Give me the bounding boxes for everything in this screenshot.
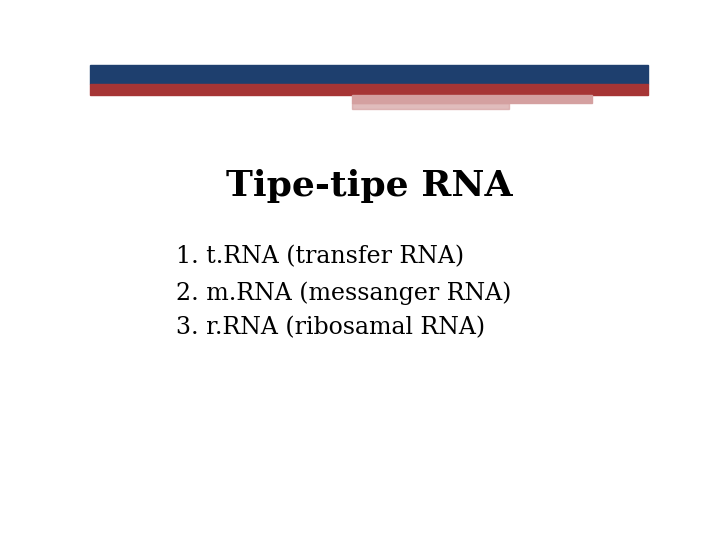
Text: Tipe-tipe RNA: Tipe-tipe RNA (225, 168, 513, 202)
Bar (352, 94, 592, 103)
Text: 1. t.RNA (transfer RNA): 1. t.RNA (transfer RNA) (176, 246, 464, 269)
Bar (352, 103, 508, 109)
Bar (352, 84, 648, 94)
Bar (90, 84, 352, 94)
Bar (90, 65, 648, 84)
Text: 2. m.RNA (messanger RNA): 2. m.RNA (messanger RNA) (176, 281, 512, 305)
Text: 3. r.RNA (ribosamal RNA): 3. r.RNA (ribosamal RNA) (176, 316, 485, 339)
